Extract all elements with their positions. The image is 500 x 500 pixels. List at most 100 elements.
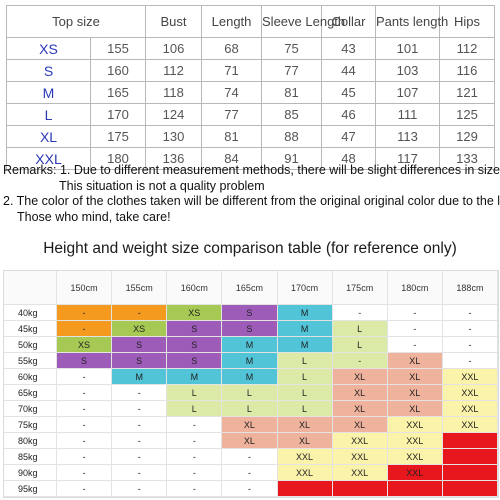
size-cell: - xyxy=(332,305,388,321)
size-measure-cell: 77 xyxy=(201,103,263,126)
comparison-title: Height and weight size comparison table … xyxy=(43,240,457,257)
size-cell: XXL xyxy=(277,449,333,465)
size-cell: XL xyxy=(387,385,443,401)
remark-line-1: Remarks: 1. Due to different measurement… xyxy=(3,163,500,177)
size-cell: - xyxy=(222,449,278,465)
size-cell: M xyxy=(222,353,278,369)
size-cell: L xyxy=(277,401,333,417)
size-cell: - xyxy=(167,417,223,433)
size-cell: XS xyxy=(57,337,113,353)
size-measure-cell: 48 xyxy=(321,147,377,170)
size-measure-cell: 129 xyxy=(439,125,496,148)
size-measure-cell: 106 xyxy=(145,37,203,60)
size-measure-cell: 77 xyxy=(261,59,323,82)
size-cell: - xyxy=(57,433,113,449)
weight-label: 50kg xyxy=(4,337,57,353)
weight-label: 55kg xyxy=(4,353,57,369)
size-cell: - xyxy=(442,321,498,337)
size-cell: S xyxy=(167,353,223,369)
size-label: L xyxy=(6,103,91,126)
height-header: 165cm xyxy=(222,271,278,305)
height-header: 160cm xyxy=(167,271,223,305)
size-measure-cell: 107 xyxy=(375,81,441,104)
size-cell: XL xyxy=(332,385,388,401)
height-weight-table: 150cm 155cm 160cm 165cm 170cm 175cm 180cm 188cm… xyxy=(3,270,499,498)
remark-line-2: This situation is not a quality problem xyxy=(59,178,265,193)
size-cell: - xyxy=(167,465,223,481)
size-cell: L xyxy=(222,385,278,401)
size-cell: - xyxy=(222,465,278,481)
size-cell: XL xyxy=(277,433,333,449)
size-cell: - xyxy=(387,337,443,353)
size-cell: XS xyxy=(167,305,223,321)
weight-label: 60kg xyxy=(4,369,57,385)
weight-label: 70kg xyxy=(4,401,57,417)
header-sleeve-length: Sleeve Length xyxy=(261,5,345,38)
size-cell: XXL xyxy=(332,433,388,449)
size-cell: XS xyxy=(112,321,168,337)
size-measure-cell: 44 xyxy=(321,59,377,82)
size-cell: XXL xyxy=(332,449,388,465)
size-measure-cell: 155 xyxy=(89,37,147,60)
size-cell: XXL xyxy=(387,449,443,465)
size-cell: - xyxy=(442,353,498,369)
height-header: 188cm xyxy=(442,271,498,305)
header-length: Length xyxy=(201,5,263,38)
size-measure-cell: 124 xyxy=(145,103,203,126)
size-cell: L xyxy=(277,369,333,385)
size-cell: XL xyxy=(387,401,443,417)
size-measure-cell: 75 xyxy=(261,37,323,60)
size-measure-cell: 47 xyxy=(321,125,377,148)
size-measure-cell: 130 xyxy=(145,125,203,148)
size-cell: - xyxy=(167,433,223,449)
size-cell xyxy=(442,449,498,465)
size-cell: S xyxy=(167,337,223,353)
size-cell: - xyxy=(332,353,388,369)
size-cell: XL xyxy=(387,353,443,369)
size-measure-cell: 125 xyxy=(439,103,496,126)
header-bust: Bust xyxy=(145,5,203,38)
size-measure-cell: 180 xyxy=(89,147,147,170)
size-cell: XXL xyxy=(387,417,443,433)
size-cell: XXL xyxy=(332,465,388,481)
size-measure-cell: 46 xyxy=(321,103,377,126)
size-cell xyxy=(442,465,498,481)
size-chart-row: L 170 124 77 85 46 111 125 xyxy=(6,103,496,126)
size-measure-cell: 81 xyxy=(261,81,323,104)
size-chart-table: Top size Bust Length Sleeve Length Colla… xyxy=(5,5,496,170)
size-cell: - xyxy=(222,481,278,497)
size-cell: - xyxy=(57,417,113,433)
weight-label: 75kg xyxy=(4,417,57,433)
size-cell: XXL xyxy=(387,465,443,481)
size-cell xyxy=(442,481,498,497)
weight-label: 45kg xyxy=(4,321,57,337)
size-measure-cell: 116 xyxy=(439,59,496,82)
header-top-size: Top size xyxy=(5,5,147,38)
size-cell: - xyxy=(57,465,113,481)
size-label: XS xyxy=(6,37,91,60)
size-measure-cell: 81 xyxy=(201,125,263,148)
size-cell: - xyxy=(167,449,223,465)
size-cell: L xyxy=(332,321,388,337)
size-cell: XL xyxy=(332,401,388,417)
size-measure-cell: 118 xyxy=(145,81,203,104)
size-measure-cell: 88 xyxy=(261,125,323,148)
size-measure-cell: 74 xyxy=(201,81,263,104)
size-measure-cell: 71 xyxy=(201,59,263,82)
size-cell: L xyxy=(277,385,333,401)
size-cell: XXL xyxy=(387,433,443,449)
size-measure-cell: 112 xyxy=(145,59,203,82)
size-chart-row: S 160 112 71 77 44 103 116 xyxy=(6,59,496,82)
size-cell: - xyxy=(112,401,168,417)
size-cell: - xyxy=(57,401,113,417)
size-cell: L xyxy=(277,353,333,369)
size-cell: M xyxy=(112,369,168,385)
size-measure-cell: 103 xyxy=(375,59,441,82)
size-label: XL xyxy=(6,125,91,148)
size-measure-cell: 170 xyxy=(89,103,147,126)
size-cell: - xyxy=(112,449,168,465)
size-label: M xyxy=(6,81,91,104)
size-cell: - xyxy=(112,433,168,449)
size-cell: XL xyxy=(387,369,443,385)
size-cell: - xyxy=(112,305,168,321)
